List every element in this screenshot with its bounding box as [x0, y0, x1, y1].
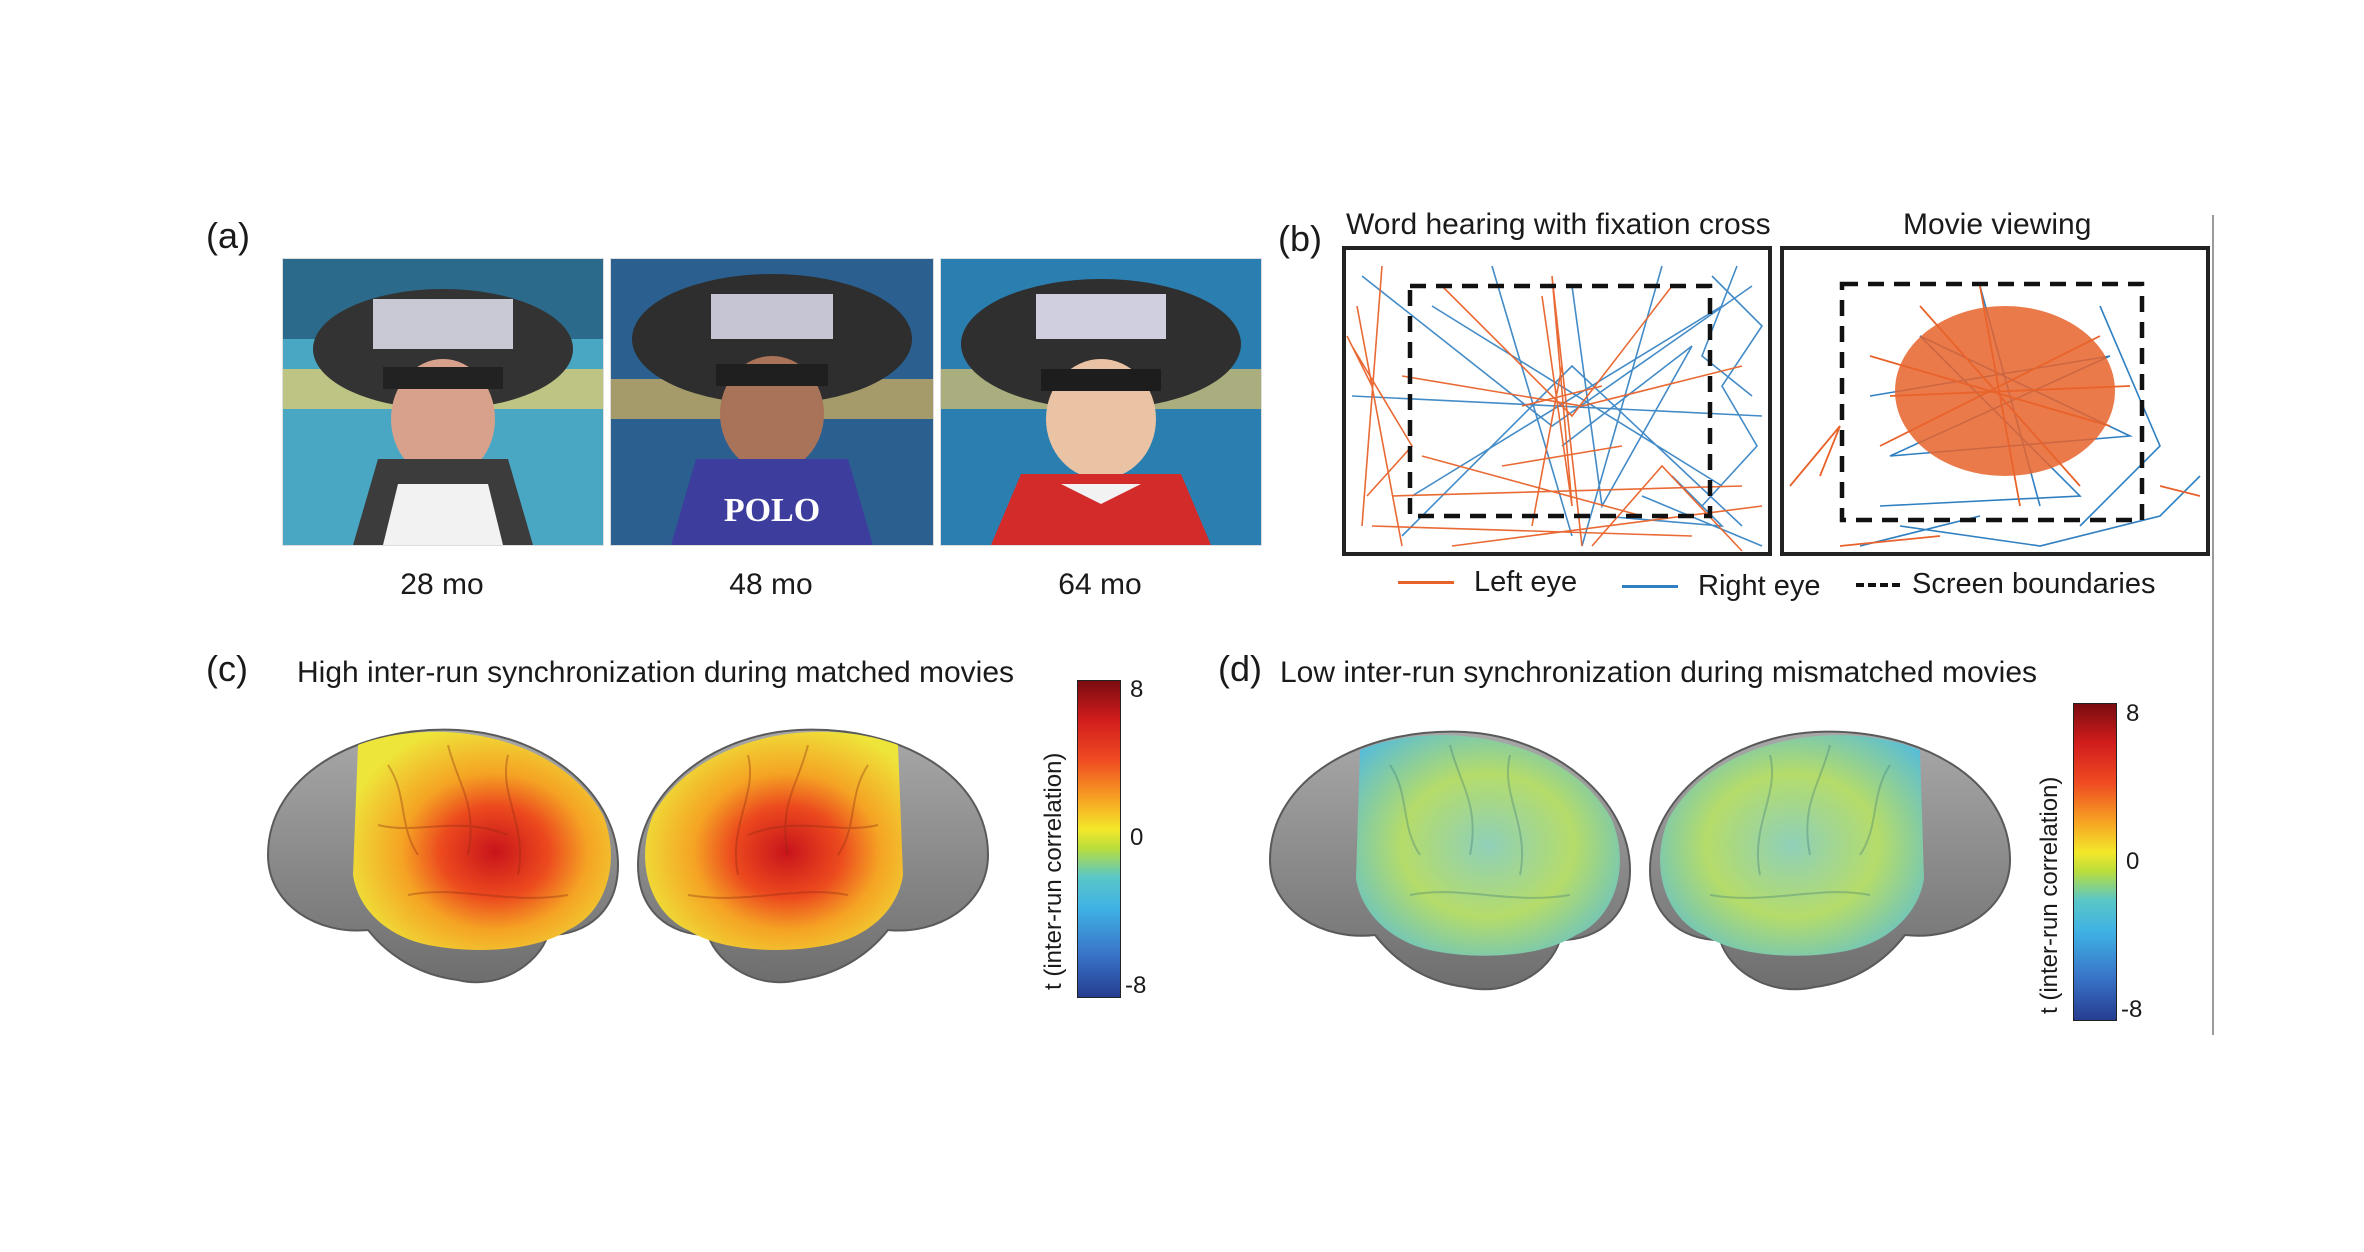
gaze-plot-word-hearing — [1342, 246, 1772, 556]
colorbar-c-tick-zero: 0 — [1130, 824, 1144, 851]
brain-right-hemisphere-d — [1648, 730, 2012, 991]
plot-title-movie-viewing: Movie viewing — [1903, 208, 2092, 241]
photo-caption-64mo: 64 mo — [1058, 568, 1142, 601]
colorbar-c-label: t (inter-run correlation) — [1040, 752, 1067, 990]
brain-right-hemisphere-c — [636, 728, 990, 984]
legend-screen-boundaries: Screen boundaries — [1856, 568, 2155, 601]
brain-left-hemisphere-d — [1268, 730, 1632, 991]
panel-c-title: High inter-run synchronization during ma… — [297, 656, 1015, 689]
legend-label-left-eye: Left eye — [1474, 566, 1578, 598]
right-divider-line — [2212, 215, 2214, 1035]
panel-a-letter: (a) — [206, 215, 250, 256]
legend-swatch-screen-boundaries — [1856, 582, 1900, 587]
legend-label-screen-boundaries: Screen boundaries — [1912, 568, 2156, 600]
colorbar-d-tick-max: 8 — [2126, 700, 2140, 727]
photo-caption-48mo: 48 mo — [729, 568, 813, 601]
colorbar-d-label: t (inter-run correlation) — [2036, 776, 2063, 1014]
panel-d-letter: (d) — [1218, 648, 1262, 689]
brain-left-hemisphere-c — [266, 728, 620, 984]
left-eye-traces — [1346, 265, 1763, 552]
legend-swatch-left-eye — [1398, 581, 1454, 584]
screen-boundary-box — [1839, 281, 2145, 523]
gaze-plot-movie-viewing — [1780, 246, 2210, 556]
panel-c-letter: (c) — [206, 648, 248, 689]
legend-left-eye: Left eye — [1398, 566, 1577, 599]
screen-boundary-box — [1407, 283, 1713, 519]
left-eye-traces — [1789, 285, 2201, 547]
colorbar-c — [1077, 680, 1121, 998]
colorbar-c-tick-min: -8 — [1125, 972, 1147, 999]
legend-swatch-right-eye — [1622, 585, 1678, 588]
plot-title-word-hearing: Word hearing with fixation cross — [1346, 208, 1771, 241]
photo-28mo — [282, 258, 604, 546]
colorbar-d — [2073, 703, 2117, 1021]
photo-64mo — [940, 258, 1262, 546]
colorbar-d-tick-zero: 0 — [2126, 848, 2140, 875]
colorbar-c-tick-max: 8 — [1130, 676, 1144, 703]
photo-48mo: POLO — [610, 258, 934, 546]
legend-label-right-eye: Right eye — [1698, 570, 1821, 602]
panel-b-letter: (b) — [1278, 218, 1322, 259]
photo-caption-28mo: 28 mo — [400, 568, 484, 601]
panel-d-title: Low inter-run synchronization during mis… — [1280, 656, 2038, 689]
legend-right-eye: Right eye — [1622, 570, 1821, 603]
colorbar-d-tick-min: -8 — [2121, 996, 2143, 1023]
shirt-text: POLO — [724, 492, 820, 529]
